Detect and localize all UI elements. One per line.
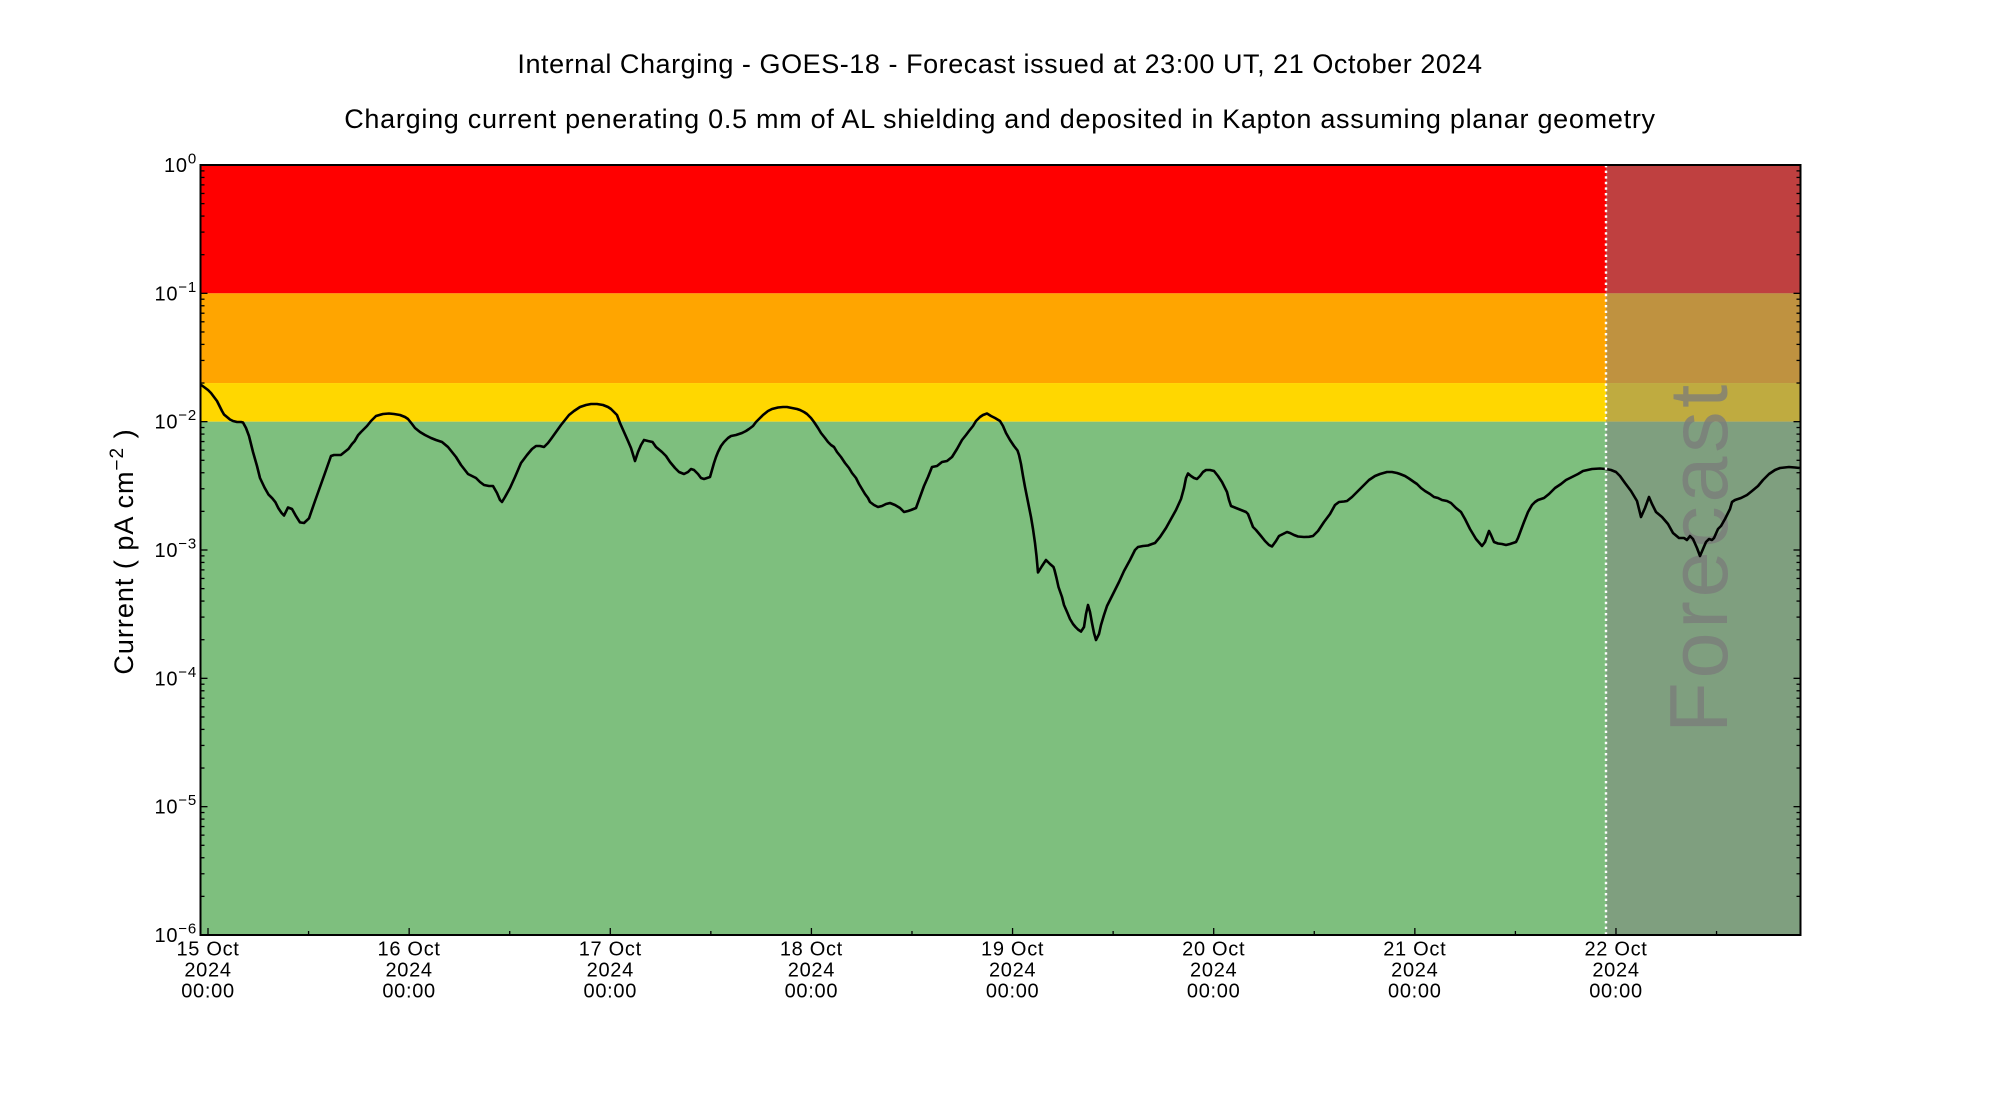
svg-text:00:00: 00:00 xyxy=(1589,981,1643,1003)
svg-text:2024: 2024 xyxy=(1391,960,1438,982)
svg-text:10−5: 10−5 xyxy=(154,792,197,819)
svg-text:2024: 2024 xyxy=(1592,960,1639,982)
svg-text:21 Oct: 21 Oct xyxy=(1383,939,1446,961)
svg-text:19 Oct: 19 Oct xyxy=(981,939,1044,961)
svg-text:00:00: 00:00 xyxy=(181,981,235,1003)
svg-text:2024: 2024 xyxy=(1190,960,1237,982)
svg-text:16 Oct: 16 Oct xyxy=(378,939,441,961)
svg-text:00:00: 00:00 xyxy=(1187,981,1241,1003)
svg-text:17 Oct: 17 Oct xyxy=(579,939,642,961)
svg-text:2024: 2024 xyxy=(989,960,1036,982)
svg-text:2024: 2024 xyxy=(184,960,231,982)
svg-text:00:00: 00:00 xyxy=(986,981,1040,1003)
svg-text:15 Oct: 15 Oct xyxy=(176,939,239,961)
svg-text:00:00: 00:00 xyxy=(785,981,839,1003)
svg-text:2024: 2024 xyxy=(587,960,634,982)
svg-text:20 Oct: 20 Oct xyxy=(1182,939,1245,961)
svg-text:Internal Charging - GOES-18 -: Internal Charging - GOES-18 - Forecast i… xyxy=(517,49,1482,79)
svg-text:00:00: 00:00 xyxy=(584,981,638,1003)
svg-text:00:00: 00:00 xyxy=(1388,981,1442,1003)
svg-text:Charging current penerating 0.: Charging current penerating 0.5 mm of AL… xyxy=(344,104,1656,134)
svg-text:22 Oct: 22 Oct xyxy=(1584,939,1647,961)
svg-text:2024: 2024 xyxy=(385,960,432,982)
svg-text:18 Oct: 18 Oct xyxy=(780,939,843,961)
svg-text:10−3: 10−3 xyxy=(154,536,197,563)
svg-text:2024: 2024 xyxy=(788,960,835,982)
svg-text:00:00: 00:00 xyxy=(382,981,436,1003)
